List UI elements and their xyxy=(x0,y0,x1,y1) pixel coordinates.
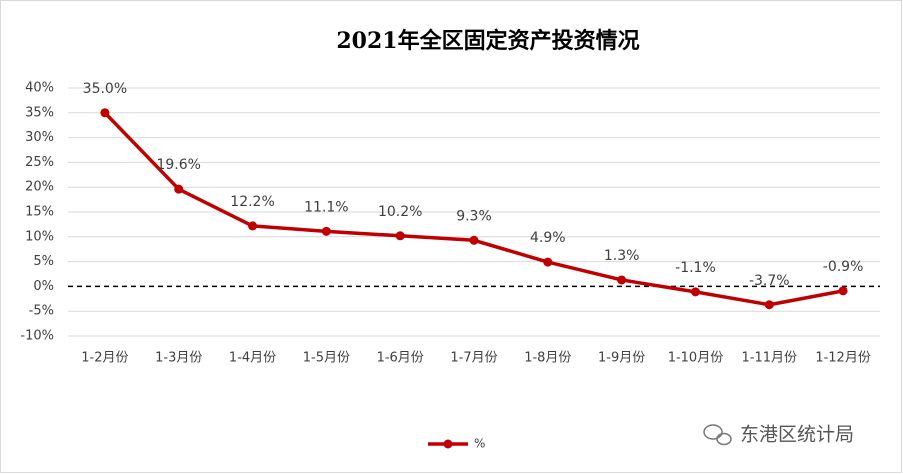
data-label: -3.7% xyxy=(749,273,790,289)
data-label: 4.9% xyxy=(530,230,566,246)
data-point xyxy=(100,108,110,118)
data-label: -0.9% xyxy=(823,259,864,275)
x-tick-label: 1-10月份 xyxy=(668,351,724,366)
y-tick-label: 25% xyxy=(25,155,54,170)
y-tick-label: 30% xyxy=(25,130,54,145)
data-point xyxy=(248,221,258,231)
x-tick-label: 1-4月份 xyxy=(229,351,276,366)
y-tick-label: 15% xyxy=(25,205,54,220)
y-tick-label: 40% xyxy=(25,81,54,96)
data-point xyxy=(174,184,184,194)
y-tick-label: 5% xyxy=(33,254,54,269)
data-point xyxy=(321,226,331,236)
data-point xyxy=(838,286,848,296)
y-tick-label: -10% xyxy=(20,329,54,344)
data-label: 1.3% xyxy=(604,248,640,264)
x-tick-label: 1-3月份 xyxy=(155,351,202,366)
y-tick-label: 0% xyxy=(33,279,54,294)
data-label: 9.3% xyxy=(456,208,492,224)
y-tick-label: 10% xyxy=(25,229,54,244)
x-tick-label: 1-9月份 xyxy=(598,351,645,366)
x-tick-label: 1-7月份 xyxy=(450,351,497,366)
legend-marker xyxy=(443,439,453,449)
data-label: -1.1% xyxy=(675,260,716,276)
x-tick-label: 1-2月份 xyxy=(81,351,128,366)
watermark: 东港区统计局 xyxy=(740,424,854,446)
data-label: 35.0% xyxy=(83,81,127,97)
data-label: 11.1% xyxy=(304,199,348,215)
data-point xyxy=(543,257,553,267)
x-tick-label: 1-6月份 xyxy=(377,351,424,366)
data-label: 12.2% xyxy=(230,194,274,210)
data-label: 10.2% xyxy=(378,204,422,220)
chart-title: 2021年全区固定资产投资情况 xyxy=(336,28,639,54)
data-point xyxy=(469,235,479,245)
x-tick-label: 1-11月份 xyxy=(742,351,798,366)
y-tick-label: 35% xyxy=(25,105,54,120)
legend-label: % xyxy=(474,437,485,451)
watermark-icon xyxy=(703,424,732,446)
data-point xyxy=(395,231,405,241)
data-label: 19.6% xyxy=(156,157,200,173)
data-point xyxy=(617,275,627,285)
y-tick-label: -5% xyxy=(29,304,54,319)
x-tick-label: 1-12月份 xyxy=(815,351,871,366)
data-point xyxy=(764,300,774,310)
y-tick-label: 20% xyxy=(25,180,54,195)
data-point xyxy=(690,287,700,297)
x-tick-label: 1-5月份 xyxy=(303,351,350,366)
x-tick-label: 1-8月份 xyxy=(524,351,571,366)
